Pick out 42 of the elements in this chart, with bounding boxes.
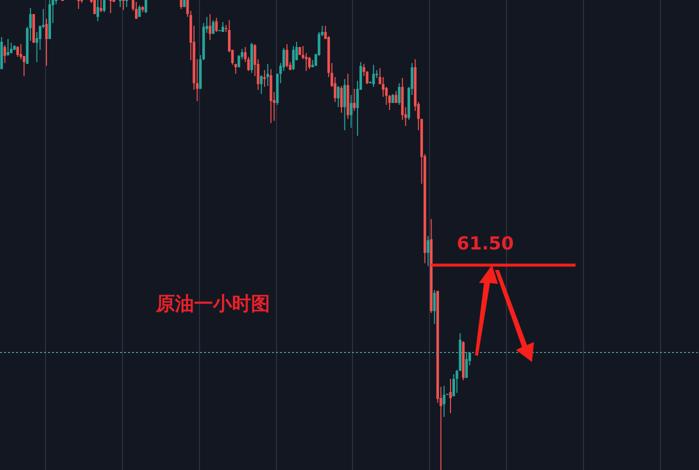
candlestick	[4, 44, 6, 64]
candlestick	[433, 289, 436, 324]
candlestick	[398, 82, 400, 106]
candlestick	[125, 0, 128, 8]
candlestick	[426, 235, 430, 267]
candlestick	[144, 0, 148, 14]
candlestick	[212, 20, 215, 34]
candlestick	[263, 70, 266, 88]
candlestick	[442, 385, 446, 418]
candlestick	[286, 44, 288, 68]
candlestick	[77, 0, 80, 10]
candlestick	[394, 90, 398, 104]
candlestick	[292, 46, 295, 71]
candlestick	[134, 1, 138, 20]
candlestick	[109, 0, 112, 14]
candlestick	[45, 18, 48, 66]
candlestick	[96, 0, 100, 22]
candlestick	[353, 88, 356, 112]
candlestick	[465, 352, 468, 378]
candlestick	[20, 44, 22, 60]
candlestick	[122, 0, 125, 10]
candlestick	[350, 94, 352, 128]
candlestick	[100, 0, 102, 13]
annotation: 原油一小时图	[155, 293, 270, 315]
candlestick	[222, 22, 224, 32]
candlestick	[16, 46, 19, 58]
candlestick	[118, 0, 122, 8]
candlestick	[102, 0, 106, 13]
candlestick	[336, 86, 340, 108]
candlestick	[340, 86, 343, 114]
candlestick	[452, 374, 456, 397]
candlestick	[260, 74, 263, 94]
candlestick	[208, 14, 212, 40]
candlestick	[343, 78, 346, 131]
candlestick	[308, 56, 311, 70]
candlestick	[215, 17, 218, 32]
candlestick	[93, 0, 96, 15]
candlestick	[138, 4, 141, 18]
annotation: 61.50	[456, 234, 514, 255]
candlestick	[449, 378, 452, 414]
candlestick	[6, 38, 10, 56]
candlestick	[372, 64, 375, 88]
